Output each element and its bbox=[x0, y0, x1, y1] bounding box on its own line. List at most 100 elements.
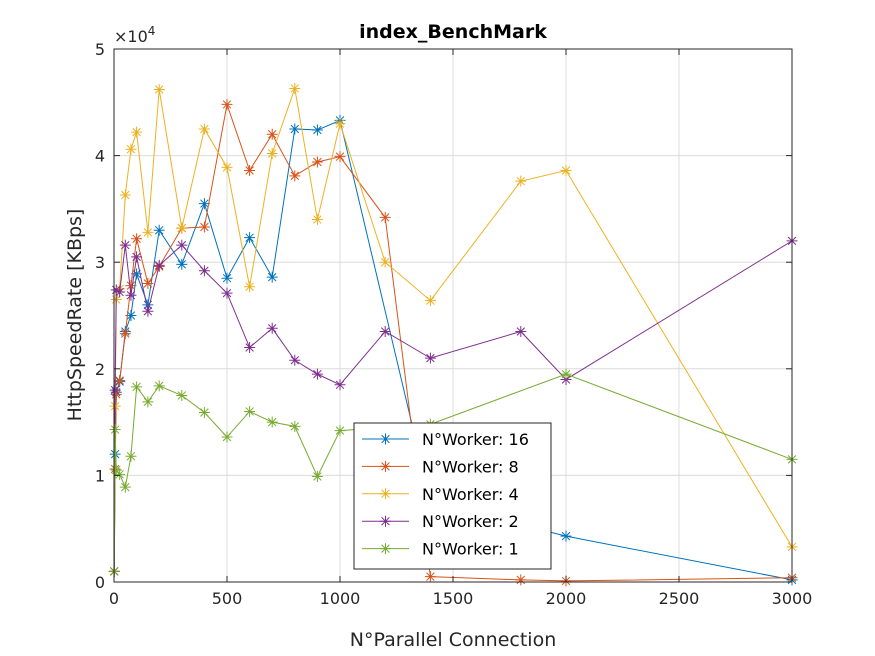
data-point-marker bbox=[289, 354, 301, 366]
series-line bbox=[113, 102, 793, 582]
data-point-marker bbox=[153, 259, 165, 271]
data-point-marker bbox=[266, 271, 278, 283]
legend-marker bbox=[380, 433, 391, 445]
data-point-marker bbox=[131, 233, 143, 245]
legend-label: N°Worker: 16 bbox=[422, 430, 529, 449]
data-point-marker bbox=[131, 126, 143, 138]
data-point-marker bbox=[289, 123, 301, 135]
data-point-marker bbox=[244, 341, 256, 353]
data-point-marker bbox=[198, 123, 210, 135]
data-point-marker bbox=[244, 165, 256, 177]
legend: N°Worker: 16 N°Worker: 8 N°Worker: 4 N°Work… bbox=[353, 422, 552, 570]
data-point-marker bbox=[515, 325, 527, 337]
data-point-marker bbox=[142, 278, 154, 290]
x-axis-label: N°Parallel Connection bbox=[350, 629, 557, 651]
y-exponent-power: 4 bbox=[148, 24, 156, 38]
legend-label: N°Worker: 8 bbox=[422, 457, 519, 476]
data-point-marker bbox=[125, 289, 137, 301]
data-point-marker bbox=[114, 468, 126, 480]
data-point-marker bbox=[153, 224, 165, 236]
legend-marker bbox=[380, 543, 391, 555]
data-point-marker bbox=[114, 286, 126, 298]
data-point-marker bbox=[198, 198, 210, 210]
data-point-marker bbox=[142, 396, 154, 408]
data-point-marker bbox=[198, 265, 210, 277]
data-point-marker bbox=[119, 189, 131, 201]
legend-entry: N°Worker: 8 bbox=[362, 457, 519, 476]
data-point-marker bbox=[560, 165, 572, 177]
legend-entry: N°Worker: 4 bbox=[362, 485, 519, 504]
data-point-marker bbox=[176, 239, 188, 251]
y-axis-exponent: ×104 bbox=[114, 24, 155, 46]
data-point-marker bbox=[266, 416, 278, 428]
y-tick-label: 2 bbox=[95, 360, 105, 379]
data-point-marker bbox=[334, 118, 346, 130]
legend-entry: N°Worker: 16 bbox=[362, 430, 529, 449]
x-tick-label: 500 bbox=[212, 589, 243, 608]
data-point-marker bbox=[244, 232, 256, 244]
data-point-marker bbox=[244, 405, 256, 417]
y-tick-label: 0 bbox=[95, 573, 105, 592]
legend-box bbox=[353, 422, 552, 570]
data-point-marker bbox=[110, 464, 122, 476]
data-point-marker bbox=[153, 380, 165, 392]
data-point-marker bbox=[110, 284, 122, 296]
data-point-marker bbox=[153, 84, 165, 96]
data-point-marker bbox=[119, 239, 131, 251]
data-point-marker bbox=[131, 381, 143, 393]
data-point-marker bbox=[424, 571, 436, 583]
data-point-marker bbox=[221, 431, 233, 443]
data-point-marker bbox=[334, 425, 346, 437]
data-point-marker bbox=[109, 424, 121, 436]
data-point-marker bbox=[114, 375, 126, 387]
x-tick-label: 1000 bbox=[320, 589, 361, 608]
data-point-marker bbox=[221, 98, 233, 110]
data-point-marker bbox=[311, 470, 323, 482]
data-point-marker bbox=[176, 389, 188, 401]
data-point-marker bbox=[560, 530, 572, 542]
data-point-marker bbox=[289, 82, 301, 94]
data-point-marker bbox=[119, 328, 131, 340]
data-point-marker bbox=[125, 450, 137, 462]
data-point-marker bbox=[379, 211, 391, 223]
data-point-marker bbox=[311, 124, 323, 136]
data-point-marker bbox=[424, 295, 436, 307]
data-point-marker bbox=[424, 352, 436, 364]
x-tick-label: 0 bbox=[109, 589, 119, 608]
data-point-marker bbox=[289, 170, 301, 182]
y-tick-label: 1 bbox=[95, 466, 105, 485]
data-point-marker bbox=[142, 305, 154, 317]
data-point-marker bbox=[142, 226, 154, 238]
y-axis-label: HttpSpeedRate [KBps] bbox=[64, 209, 86, 422]
legend-marker bbox=[380, 460, 391, 472]
y-tick-label: 3 bbox=[95, 253, 105, 272]
axis-ticks: 0 500 1000 1500 2000 2500 3000 0 1 2 3 4 5 bbox=[95, 40, 813, 608]
data-point-marker bbox=[560, 368, 572, 380]
x-tick-label: 2500 bbox=[659, 589, 700, 608]
data-point-marker bbox=[198, 221, 210, 233]
legend-entry: N°Worker: 2 bbox=[362, 512, 519, 531]
legend-label: N°Worker: 4 bbox=[422, 485, 519, 504]
data-point-marker bbox=[266, 322, 278, 334]
data-point-marker bbox=[125, 310, 137, 321]
data-point-marker bbox=[198, 407, 210, 419]
data-point-marker bbox=[131, 268, 143, 280]
data-point-marker bbox=[266, 128, 278, 140]
data-point-marker bbox=[311, 214, 323, 226]
data-point-marker bbox=[289, 420, 301, 432]
data-point-marker bbox=[379, 325, 391, 337]
data-point-marker bbox=[244, 281, 256, 293]
data-point-marker bbox=[131, 251, 143, 263]
data-point-marker bbox=[109, 384, 121, 396]
series-line bbox=[113, 373, 793, 572]
y-tick-label: 4 bbox=[95, 147, 105, 166]
legend-label: N°Worker: 1 bbox=[422, 540, 519, 559]
x-tick-label: 3000 bbox=[772, 589, 813, 608]
data-point-marker bbox=[334, 151, 346, 163]
legend-entry: N°Worker: 1 bbox=[362, 540, 519, 559]
x-tick-label: 1500 bbox=[433, 589, 474, 608]
legend-marker bbox=[380, 515, 391, 527]
data-point-marker bbox=[221, 161, 233, 173]
data-point-marker bbox=[119, 481, 131, 493]
